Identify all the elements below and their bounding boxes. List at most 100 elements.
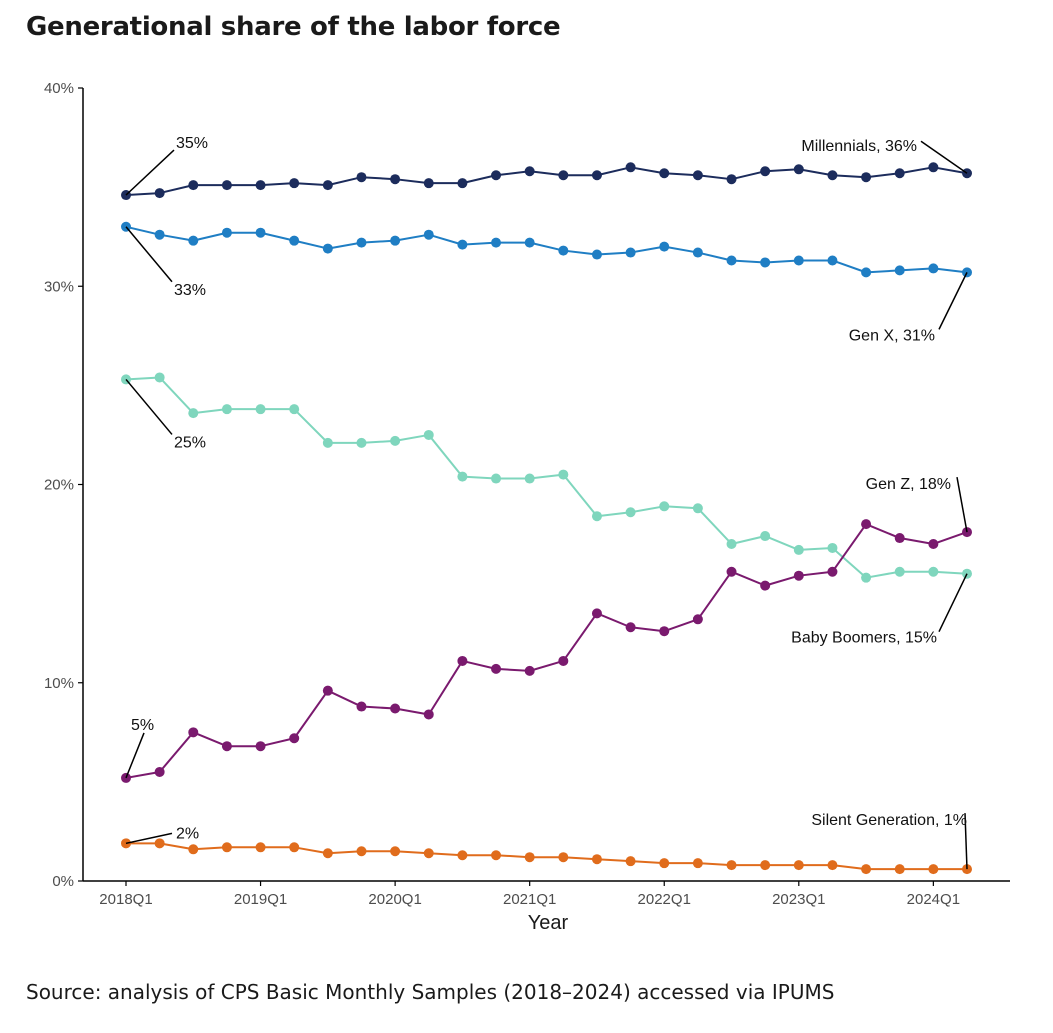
- data-point-gen-x: [659, 241, 670, 252]
- data-point-millennials: [793, 164, 804, 175]
- data-point-silent-generation: [558, 852, 569, 863]
- data-point-millennials: [760, 166, 771, 177]
- data-point-millennials: [861, 172, 872, 183]
- data-point-silent-generation: [491, 850, 502, 861]
- data-point-silent-generation: [221, 842, 232, 853]
- data-point-baby-boomers: [793, 544, 804, 555]
- data-point-gen-x: [928, 263, 939, 274]
- data-point-gen-x: [221, 227, 232, 238]
- data-point-baby-boomers: [659, 501, 670, 512]
- data-point-gen-x: [591, 249, 602, 260]
- data-point-gen-z: [423, 709, 434, 720]
- data-point-baby-boomers: [591, 511, 602, 522]
- data-point-silent-generation: [457, 850, 468, 861]
- data-point-millennials: [255, 180, 266, 191]
- x-tick-label: 2024Q1: [907, 891, 960, 908]
- data-point-gen-z: [356, 701, 367, 712]
- data-point-gen-z: [591, 608, 602, 619]
- annotation-label: Baby Boomers, 15%: [791, 630, 937, 647]
- data-point-silent-generation: [625, 856, 636, 867]
- data-point-silent-generation: [827, 860, 838, 871]
- data-point-gen-x: [894, 265, 905, 276]
- data-point-gen-x: [255, 227, 266, 238]
- data-point-gen-z: [894, 533, 905, 544]
- data-point-silent-generation: [591, 854, 602, 865]
- data-point-baby-boomers: [457, 471, 468, 482]
- data-point-millennials: [154, 188, 165, 199]
- data-point-gen-z: [322, 685, 333, 696]
- x-ticks: 2018Q1 2019Q1 2020Q1 2021Q1 2022Q1 2023Q1 2024…: [99, 881, 960, 908]
- annotation-leader-line: [125, 832, 173, 845]
- chart-title: Generational share of the labor force: [26, 12, 561, 42]
- data-point-baby-boomers: [861, 572, 872, 583]
- data-point-baby-boomers: [625, 507, 636, 518]
- data-point-silent-generation: [423, 848, 434, 859]
- data-point-baby-boomers: [154, 372, 165, 383]
- data-point-gen-x: [558, 245, 569, 256]
- data-point-silent-generation: [289, 842, 300, 853]
- data-point-gen-z: [289, 733, 300, 744]
- data-point-gen-z: [524, 665, 535, 676]
- data-point-baby-boomers: [491, 473, 502, 484]
- source-note: Source: analysis of CPS Basic Monthly Sa…: [26, 980, 835, 1004]
- annotation-leader-line: [125, 226, 173, 283]
- data-point-gen-x: [692, 247, 703, 258]
- data-point-gen-x: [356, 237, 367, 248]
- data-point-gen-x: [491, 237, 502, 248]
- data-point-baby-boomers: [524, 473, 535, 484]
- data-point-millennials: [390, 174, 401, 185]
- annotation-label: Silent Generation, 1%: [811, 812, 967, 829]
- data-point-baby-boomers: [322, 437, 333, 448]
- data-point-gen-x: [457, 239, 468, 250]
- data-point-gen-x: [390, 235, 401, 246]
- y-tick-label: 10%: [44, 675, 74, 692]
- data-point-millennials: [558, 170, 569, 181]
- annotation-label: 25%: [174, 434, 206, 451]
- data-point-gen-x: [625, 247, 636, 258]
- data-point-silent-generation: [928, 864, 939, 875]
- data-point-baby-boomers: [558, 469, 569, 480]
- x-tick-label: 2021Q1: [503, 891, 556, 908]
- data-point-baby-boomers: [255, 404, 266, 415]
- annotation-label: Millennials, 36%: [801, 138, 917, 155]
- data-point-gen-z: [154, 766, 165, 777]
- annotation-label: Gen Z, 18%: [866, 476, 951, 493]
- annotation-leader-line: [125, 378, 173, 435]
- data-point-millennials: [625, 162, 636, 173]
- data-point-gen-z: [221, 741, 232, 752]
- annotation-leader-line: [964, 813, 968, 870]
- y-tick-label: 30%: [44, 278, 74, 295]
- data-point-millennials: [491, 170, 502, 181]
- data-point-gen-x: [793, 255, 804, 266]
- data-point-gen-z: [491, 663, 502, 674]
- data-point-millennials: [928, 162, 939, 173]
- x-tick-label: 2020Q1: [368, 891, 421, 908]
- data-point-gen-z: [692, 614, 703, 625]
- data-point-gen-z: [457, 655, 468, 666]
- data-point-silent-generation: [255, 842, 266, 853]
- annotation-leader-line: [938, 573, 968, 633]
- data-point-silent-generation: [356, 846, 367, 857]
- data-point-silent-generation: [154, 838, 165, 849]
- data-point-silent-generation: [322, 848, 333, 859]
- y-ticks: 0% 10% 20% 30% 40%: [44, 80, 83, 890]
- data-point-baby-boomers: [188, 408, 199, 419]
- data-point-gen-z: [255, 741, 266, 752]
- data-point-millennials: [423, 178, 434, 189]
- data-point-gen-z: [827, 566, 838, 577]
- series-points: [121, 162, 972, 875]
- data-point-gen-x: [289, 235, 300, 246]
- data-point-gen-z: [659, 626, 670, 637]
- y-tick-label: 20%: [44, 477, 74, 494]
- series-line-baby-boomers: [125, 376, 968, 579]
- data-point-gen-x: [154, 229, 165, 240]
- series-lines: [125, 166, 968, 871]
- data-point-silent-generation: [692, 858, 703, 869]
- data-point-silent-generation: [390, 846, 401, 857]
- data-point-baby-boomers: [390, 435, 401, 446]
- data-point-millennials: [591, 170, 602, 181]
- annotation-label: 35%: [176, 135, 208, 152]
- data-point-baby-boomers: [827, 542, 838, 553]
- data-point-silent-generation: [524, 852, 535, 863]
- data-point-gen-z: [625, 622, 636, 633]
